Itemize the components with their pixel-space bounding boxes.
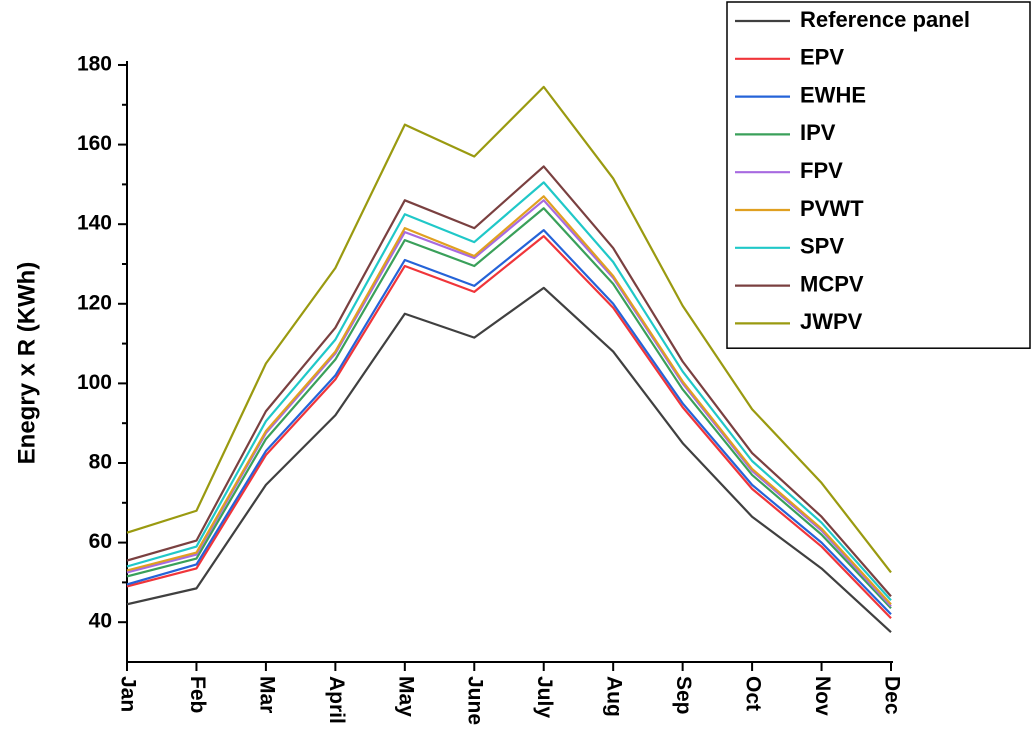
y-tick-label: 140 [77, 212, 112, 235]
legend-label: FPV [800, 158, 843, 183]
y-tick-label: 120 [77, 291, 112, 314]
x-tick-label: July [533, 676, 556, 718]
x-tick-label: Dec [880, 676, 903, 715]
x-tick-label: May [394, 676, 417, 717]
legend-label: PVWT [800, 196, 864, 221]
y-tick-label: 160 [77, 132, 112, 155]
legend-label: JWPV [800, 309, 863, 334]
legend-label: EPV [800, 45, 844, 70]
y-tick-label: 180 [77, 53, 112, 76]
legend-label: SPV [800, 234, 844, 259]
series-line [126, 286, 892, 633]
series-line [126, 195, 892, 606]
series-line [126, 85, 892, 574]
x-tick-label: Aug [603, 676, 626, 717]
series-line [126, 165, 892, 598]
x-tick-label: Feb [186, 676, 209, 713]
x-tick-label: Oct [742, 676, 765, 711]
series-line [126, 207, 892, 610]
y-tick-label: 100 [77, 371, 112, 394]
legend-box [726, 1, 1031, 349]
y-tick-label: 80 [89, 451, 112, 474]
x-tick-label: Nov [811, 676, 834, 716]
series-line [126, 229, 892, 616]
legend-label: MCPV [800, 271, 864, 296]
legend-label: Reference panel [800, 7, 970, 32]
x-tick-label: Mar [255, 676, 278, 713]
x-tick-label: Jan [116, 676, 139, 712]
x-tick-label: June [464, 676, 487, 725]
series-line [126, 235, 892, 619]
x-tick-label: April [325, 676, 348, 724]
y-axis-label: Enegry x R (KWh) [13, 262, 40, 465]
series-line [126, 181, 892, 602]
y-tick-label: 60 [89, 530, 112, 553]
legend-label: EWHE [800, 82, 866, 107]
y-tick-label: 40 [89, 610, 112, 633]
legend-label: IPV [800, 120, 836, 145]
x-tick-label: Sep [672, 676, 695, 715]
